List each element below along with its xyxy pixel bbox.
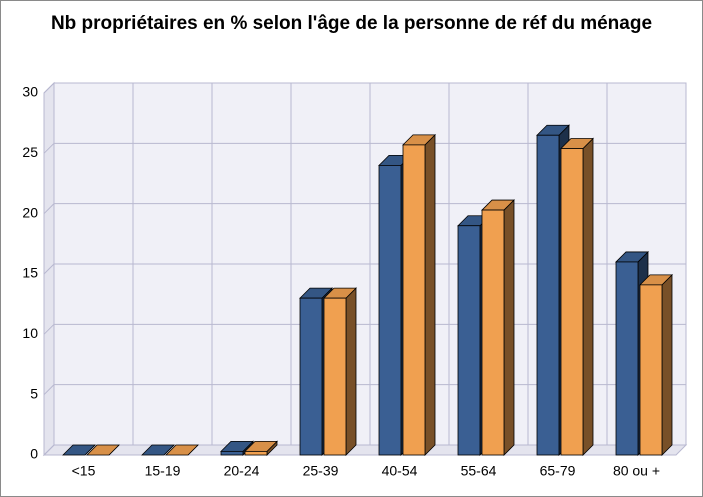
bar	[481, 209, 505, 456]
grid-line	[43, 142, 686, 154]
y-tick-label: 5	[30, 385, 38, 401]
x-tick-label: 40-54	[382, 463, 418, 479]
bar	[323, 297, 347, 456]
bar	[220, 450, 244, 456]
grid-line	[43, 82, 686, 94]
y-tick-label: 0	[30, 446, 38, 462]
x-tick-label: 80 ou +	[613, 463, 660, 479]
grid-line	[43, 203, 686, 215]
bar	[615, 261, 639, 456]
x-tick-label: 25-39	[303, 463, 339, 479]
bar	[378, 164, 402, 456]
bar	[402, 144, 426, 456]
y-tick-label: 20	[22, 204, 38, 220]
bar-top	[165, 444, 199, 456]
y-tick-label: 10	[22, 325, 38, 341]
x-tick-label: 55-64	[461, 463, 497, 479]
bar	[536, 134, 560, 456]
bar-side	[424, 133, 436, 456]
bar-top	[86, 444, 120, 456]
x-tick-label: 20-24	[224, 463, 260, 479]
bar-side	[503, 199, 515, 456]
bar	[639, 284, 663, 456]
x-tick-label: 65-79	[540, 463, 576, 479]
bar-top	[141, 444, 175, 456]
chart-title: Nb propriétaires en % selon l'âge de la …	[50, 13, 653, 34]
bar	[457, 225, 481, 456]
bar-top	[62, 444, 96, 456]
x-tick-label: 15-19	[145, 463, 181, 479]
x-tick-label: <15	[72, 463, 96, 479]
y-tick-label: 15	[22, 265, 38, 281]
bar-side	[661, 273, 673, 456]
bar	[560, 148, 584, 456]
y-tick-label: 30	[22, 84, 38, 100]
bar-side	[345, 287, 357, 456]
bar	[299, 297, 323, 456]
bar	[244, 450, 268, 456]
bar-side	[582, 137, 594, 456]
y-tick-label: 25	[22, 144, 38, 160]
